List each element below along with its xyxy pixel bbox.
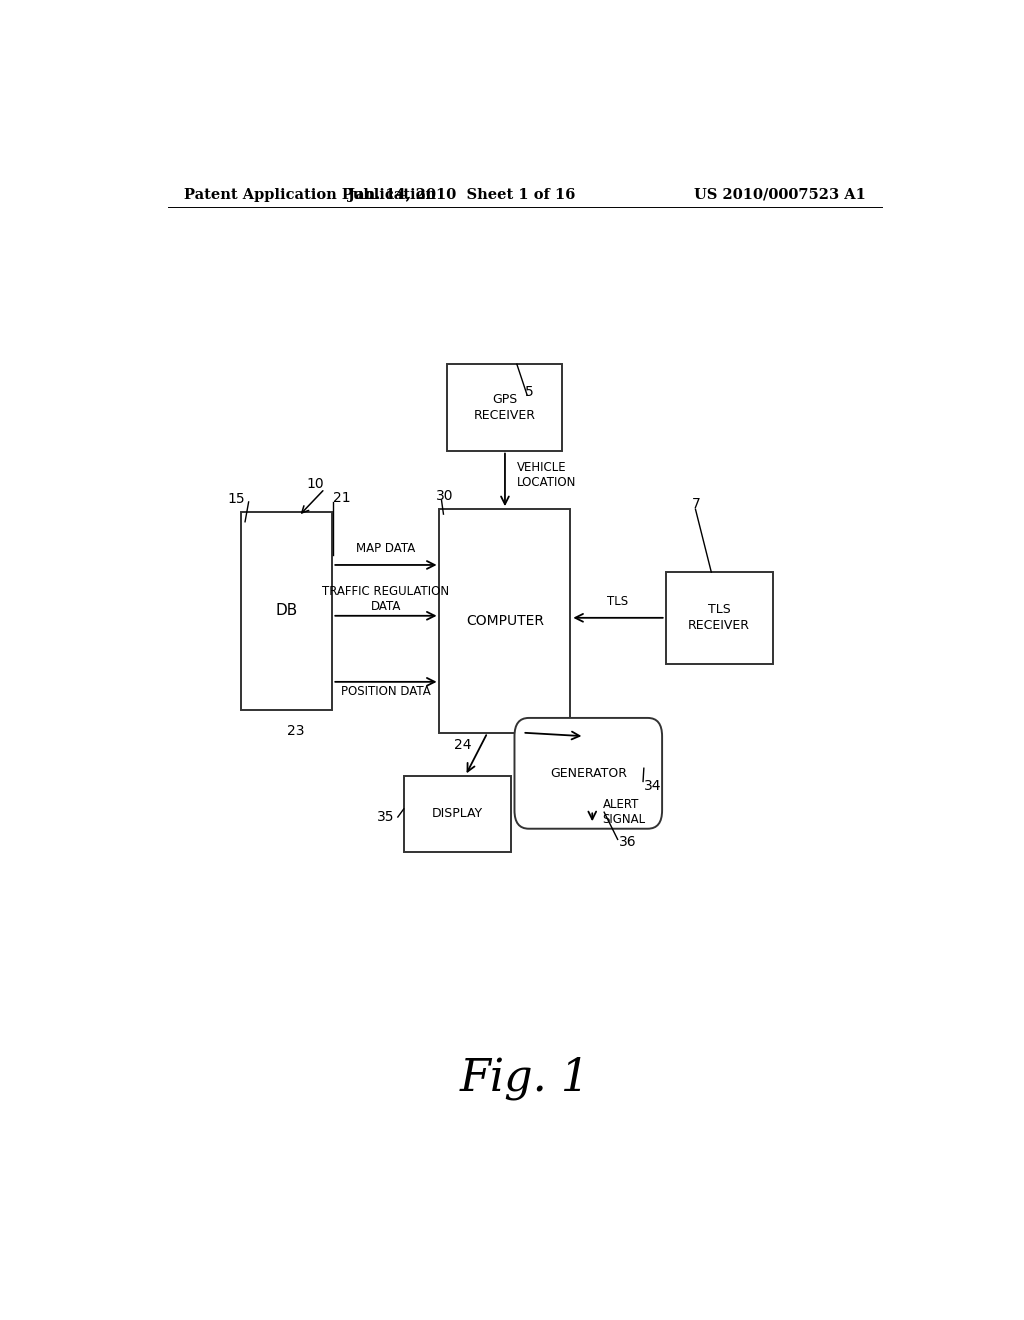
Text: TRAFFIC REGULATION
DATA: TRAFFIC REGULATION DATA <box>323 585 450 612</box>
Text: MAP DATA: MAP DATA <box>356 541 416 554</box>
Text: 5: 5 <box>524 385 534 399</box>
Text: VEHICLE
LOCATION: VEHICLE LOCATION <box>517 461 577 488</box>
Text: 34: 34 <box>644 779 662 792</box>
Text: 10: 10 <box>306 477 325 491</box>
Text: Fig. 1: Fig. 1 <box>460 1056 590 1100</box>
Text: 35: 35 <box>377 810 394 824</box>
Text: 30: 30 <box>436 488 454 503</box>
Text: 24: 24 <box>454 738 472 752</box>
Bar <box>666 572 773 664</box>
Text: ALERT
SIGNAL: ALERT SIGNAL <box>602 799 646 826</box>
Text: 15: 15 <box>227 492 246 506</box>
Bar <box>447 364 562 450</box>
FancyBboxPatch shape <box>514 718 663 829</box>
Text: GPS
RECEIVER: GPS RECEIVER <box>474 393 536 422</box>
Text: TLS: TLS <box>607 594 629 607</box>
Text: 36: 36 <box>618 836 636 850</box>
Text: Patent Application Publication: Patent Application Publication <box>183 187 435 202</box>
Bar <box>241 512 333 710</box>
Bar <box>403 776 511 853</box>
Text: 7: 7 <box>691 496 700 511</box>
Text: Jan. 14, 2010  Sheet 1 of 16: Jan. 14, 2010 Sheet 1 of 16 <box>347 187 575 202</box>
Text: DISPLAY: DISPLAY <box>432 808 483 821</box>
Text: US 2010/0007523 A1: US 2010/0007523 A1 <box>694 187 866 202</box>
Text: TLS
RECEIVER: TLS RECEIVER <box>688 603 751 632</box>
Text: COMPUTER: COMPUTER <box>466 614 544 628</box>
Text: DB: DB <box>275 603 298 618</box>
Text: 21: 21 <box>333 491 350 504</box>
Bar <box>439 510 570 733</box>
Text: POSITION DATA: POSITION DATA <box>341 685 431 698</box>
Text: 23: 23 <box>287 723 304 738</box>
Text: GENERATOR: GENERATOR <box>550 767 627 780</box>
